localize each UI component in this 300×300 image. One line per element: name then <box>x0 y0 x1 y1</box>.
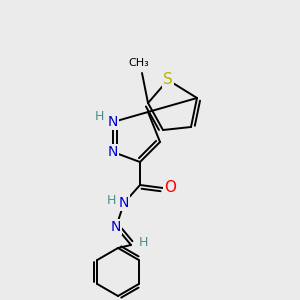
Text: N: N <box>108 145 118 159</box>
Text: N: N <box>111 220 121 234</box>
Text: N: N <box>108 115 118 129</box>
Text: N: N <box>119 196 129 210</box>
Text: O: O <box>164 181 176 196</box>
Text: H: H <box>138 236 148 248</box>
Text: H: H <box>94 110 104 124</box>
Text: CH₃: CH₃ <box>129 58 149 68</box>
Text: H: H <box>106 194 116 206</box>
Text: S: S <box>163 73 173 88</box>
